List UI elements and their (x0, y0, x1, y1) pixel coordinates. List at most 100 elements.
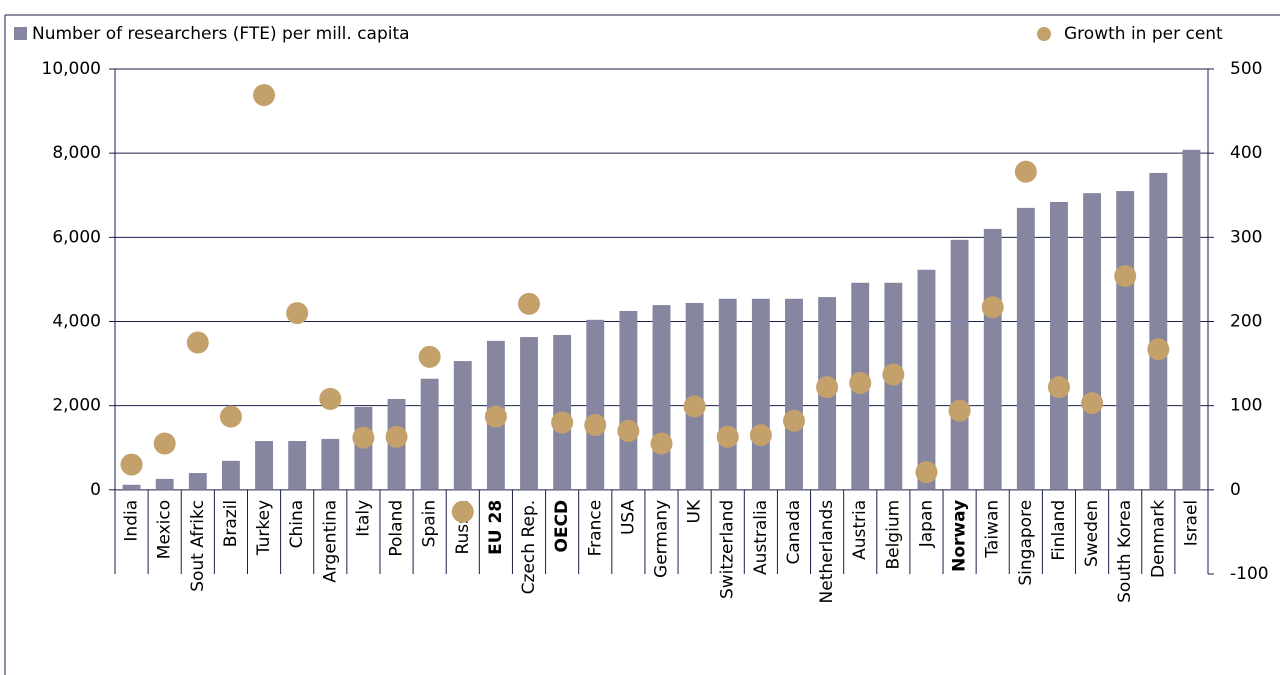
dot (551, 411, 574, 434)
y-tick-label: 6,000 (52, 227, 101, 247)
x-tick-label: Taiwan (983, 500, 1003, 559)
bar (983, 228, 1002, 490)
dot (1081, 392, 1104, 415)
bar (122, 484, 141, 490)
x-tick-label: Norway (950, 500, 970, 572)
bar (1050, 201, 1068, 490)
dot (385, 425, 408, 448)
x-tick-label: Sweden (1082, 500, 1102, 567)
bar (950, 239, 969, 490)
bar (288, 441, 307, 490)
dot (849, 371, 872, 394)
dot (981, 296, 1004, 319)
dot (352, 426, 375, 449)
x-tick-label: India (122, 500, 142, 542)
x-tick-label: Sout Afrikc (188, 500, 208, 592)
x-tick-label: Switzerland (718, 500, 738, 599)
y-tick-label: 4,000 (52, 312, 101, 332)
dot (518, 292, 541, 315)
y-tick-label: 2,000 (52, 396, 101, 416)
bar (652, 305, 671, 490)
dot (683, 395, 706, 418)
dot (1014, 160, 1037, 183)
legend-label: Growth in per cent (1064, 24, 1223, 44)
dot (882, 363, 905, 386)
bar (1116, 191, 1135, 490)
dot (749, 424, 772, 447)
dot (915, 461, 938, 484)
legend-swatch-dot (1037, 27, 1051, 41)
bar (718, 298, 737, 490)
dot (716, 425, 739, 448)
y2-tick-label: 200 (1230, 312, 1262, 332)
x-tick-label: Turkey (254, 500, 274, 556)
x-tick-label: Brazil (221, 500, 241, 547)
x-tick-label: Japan (916, 500, 936, 548)
x-tick-label: USA (618, 499, 638, 535)
y-tick-label: 10,000 (42, 59, 101, 79)
dot (120, 453, 143, 476)
x-tick-label: Singapore (1016, 500, 1036, 586)
y-tick-label: 0 (90, 480, 101, 500)
x-tick-label: OECD (552, 500, 572, 553)
y2-tick-label: -100 (1230, 564, 1269, 584)
bar (619, 310, 638, 490)
x-tick-label: France (585, 500, 605, 557)
y2-tick-label: 400 (1230, 143, 1262, 163)
bar (188, 473, 207, 490)
x-tick-label: Czech Rep. (519, 500, 539, 594)
x-tick-label: Mexico (155, 500, 175, 559)
dot (782, 409, 805, 432)
x-tick-label: South Korea (1115, 500, 1135, 603)
dot (219, 405, 242, 428)
x-tick-label: Australia (751, 500, 771, 575)
legend-swatch-bar (14, 27, 27, 40)
x-tick-label: Israel (1181, 500, 1201, 546)
dot (584, 414, 607, 437)
x-tick-label: Belgium (883, 500, 903, 570)
dot (650, 432, 673, 455)
x-tick-label: Argentina (320, 500, 340, 583)
x-tick-label: Canada (784, 500, 804, 565)
bar (1016, 207, 1035, 490)
bar (420, 378, 439, 490)
x-tick-label: Denmark (1148, 500, 1168, 578)
x-tick-label: Italy (353, 500, 373, 537)
y2-tick-label: 500 (1230, 59, 1262, 79)
bar (1182, 149, 1201, 490)
bar (917, 269, 936, 490)
bar (155, 478, 174, 490)
bar (520, 337, 538, 490)
y2-tick-label: 100 (1230, 396, 1262, 416)
bar (884, 282, 903, 490)
bar (1149, 172, 1168, 490)
y-tick-label: 8,000 (52, 143, 101, 163)
dot (153, 432, 176, 455)
x-tick-label: Germany (652, 500, 672, 578)
bar (321, 438, 340, 490)
legend-label: Number of researchers (FTE) per mill. ca… (32, 24, 410, 44)
dot (1114, 265, 1137, 288)
bar (586, 319, 605, 490)
x-tick-label: China (287, 500, 307, 549)
bar (453, 361, 472, 490)
dot (1147, 338, 1170, 361)
bar (255, 441, 273, 490)
x-tick-label: EU 28 (486, 500, 506, 555)
bar (751, 298, 770, 490)
dot (948, 399, 971, 422)
dot (484, 405, 507, 428)
dot (617, 419, 640, 442)
x-tick-label: Poland (387, 500, 407, 557)
dot (253, 84, 276, 107)
bar (221, 460, 240, 490)
dot (418, 345, 441, 368)
x-tick-label: Finland (1049, 500, 1069, 561)
dot (319, 387, 342, 410)
dot (286, 302, 309, 325)
dot (451, 500, 474, 523)
y2-tick-label: 0 (1230, 480, 1241, 500)
x-tick-label: UK (685, 499, 705, 523)
x-tick-label: Austria (850, 500, 870, 560)
